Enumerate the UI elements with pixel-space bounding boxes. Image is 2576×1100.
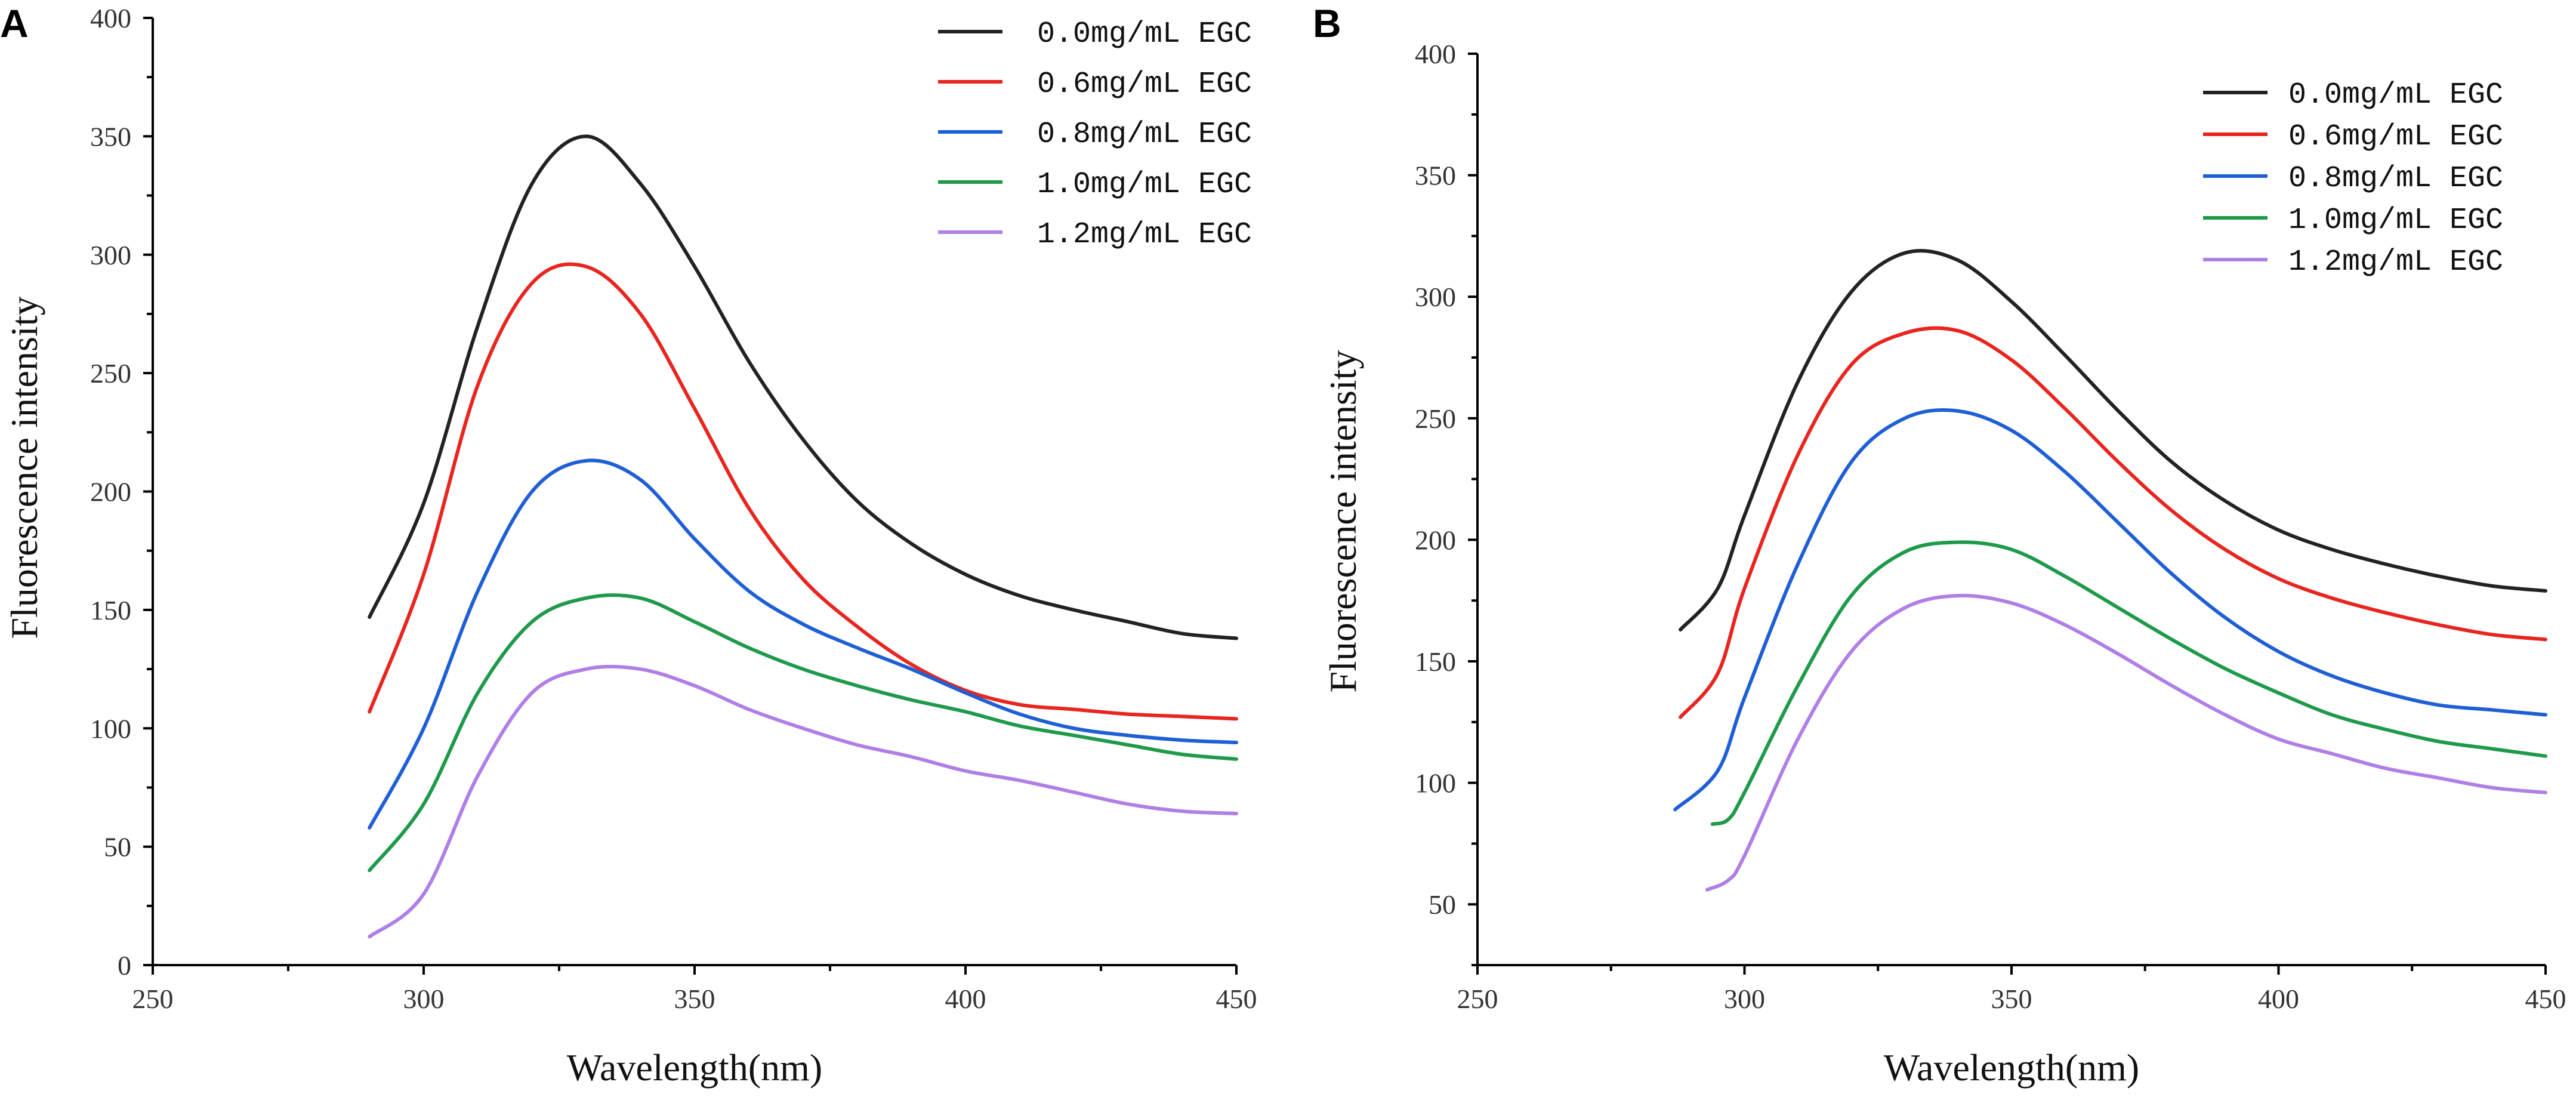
x-tick-label: 400	[2258, 984, 2299, 1014]
y-tick-label: 350	[1415, 161, 1456, 191]
x-tick-label: 450	[1216, 984, 1257, 1014]
x-axis-title: Wavelength(nm)	[567, 1046, 822, 1089]
x-tick-label: 300	[1724, 984, 1765, 1014]
y-tick-label: 200	[90, 477, 131, 507]
series-line-1	[1679, 249, 2547, 632]
panel-label: A	[0, 1, 29, 45]
x-tick-label: 350	[674, 984, 715, 1014]
x-tick-label: 450	[2525, 984, 2566, 1014]
y-tick-label: 50	[1429, 889, 1456, 920]
y-tick-label: 50	[104, 832, 131, 862]
y-axis-title: Fluorescence intensity	[1322, 350, 1364, 692]
y-tick-label: 400	[1415, 39, 1456, 69]
legend-label-5: 1.2mg/mL EGC	[1037, 218, 1252, 252]
y-tick-label: 300	[1415, 282, 1456, 312]
series-line-4	[1710, 540, 2547, 826]
y-tick-label: 400	[90, 3, 131, 33]
y-tick-label: 200	[1415, 525, 1456, 555]
legend-label-3: 0.8mg/mL EGC	[2288, 162, 2503, 196]
panel-label: B	[1313, 1, 1341, 45]
y-tick-label: 100	[1415, 768, 1456, 799]
series-line-2	[1679, 326, 2547, 719]
x-tick-label: 250	[1457, 984, 1498, 1014]
y-tick-label: 0	[118, 950, 131, 981]
legend-label-2: 0.6mg/mL EGC	[2288, 120, 2503, 154]
legend-label-4: 1.0mg/mL EGC	[2288, 204, 2503, 238]
series-line-3	[1673, 408, 2547, 812]
y-tick-label: 150	[90, 595, 131, 626]
series-line-3	[368, 458, 1238, 830]
y-tick-label: 350	[90, 121, 131, 152]
y-tick-label: 150	[1415, 646, 1456, 677]
series-line-2	[368, 262, 1238, 721]
panel-a: A 250 300 350 400 450 0 50 100 150 200 250 300 350 400…	[0, 1, 1257, 1089]
y-tick-label: 250	[1415, 403, 1456, 434]
legend-label-2: 0.6mg/mL EGC	[1037, 67, 1252, 101]
panel-b: B 250 300 350 400 450 50 100 150 200 250 300 350 400 W…	[1313, 1, 2566, 1089]
legend-label-1: 0.0mg/mL EGC	[2288, 78, 2503, 112]
legend-label-3: 0.8mg/mL EGC	[1037, 118, 1252, 152]
series-line-4	[368, 593, 1238, 873]
series-line-5	[368, 664, 1238, 939]
legend-label-4: 1.0mg/mL EGC	[1037, 168, 1252, 202]
y-tick-label: 250	[90, 358, 131, 389]
legend-label-5: 1.2mg/mL EGC	[2288, 245, 2503, 279]
y-tick-label: 100	[90, 713, 131, 744]
series-line-5	[1705, 593, 2547, 892]
x-tick-label: 400	[945, 984, 986, 1014]
legend-label-1: 0.0mg/mL EGC	[1037, 17, 1252, 51]
y-axis-title: Fluorescence intensity	[3, 296, 45, 639]
y-tick-label: 300	[90, 240, 131, 270]
series-line-1	[368, 134, 1238, 640]
x-tick-label: 350	[1991, 984, 2032, 1014]
x-tick-label: 250	[132, 984, 174, 1014]
x-tick-label: 300	[403, 984, 445, 1014]
x-axis-title: Wavelength(nm)	[1884, 1046, 2139, 1089]
